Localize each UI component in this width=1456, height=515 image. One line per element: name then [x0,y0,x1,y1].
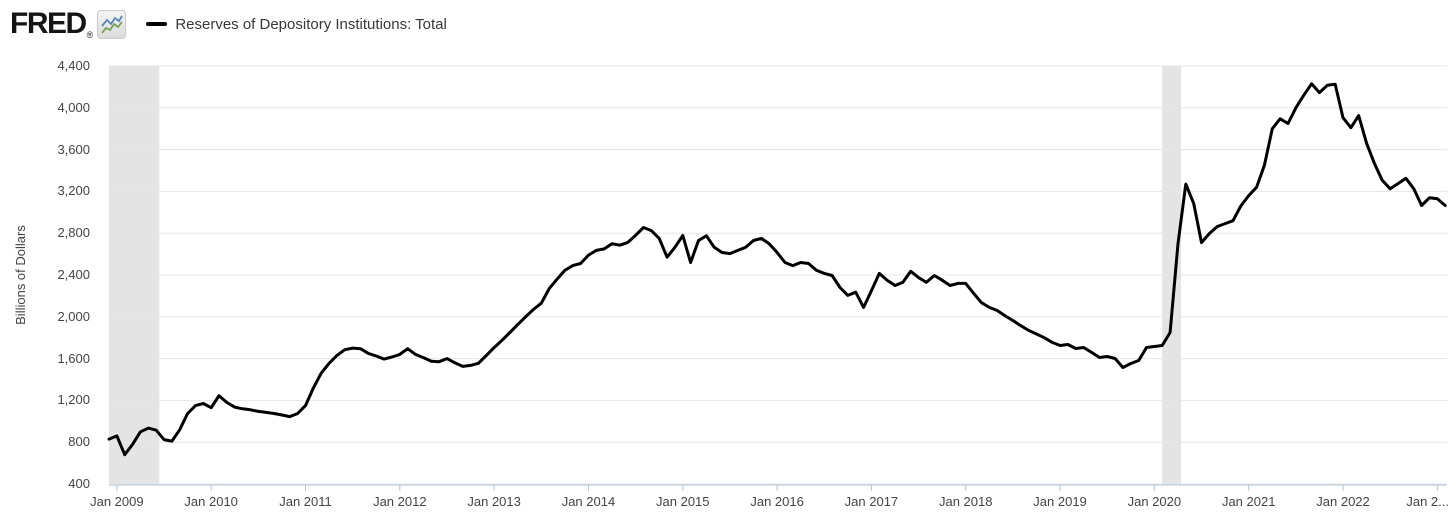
data-line[interactable] [107,82,1447,457]
chart-header: FRED ® Reserves of Depository Institutio… [10,4,447,44]
x-axis-tick-label: Jan 2010 [184,494,238,509]
y-axis-tick-label: 2,800 [57,225,90,241]
y-axis-tick-label: 2,400 [57,267,90,282]
x-axis-tick-label: Jan 2022 [1316,494,1370,509]
x-axis-tick-label: Jan 2013 [467,494,521,509]
y-axis-tick-label: 3,200 [57,183,90,199]
y-axis-tick-label: 1,600 [57,350,90,366]
x-axis-tick-label: Jan 2019 [1033,494,1087,509]
y-axis-tick-label: 4,000 [57,99,90,115]
x-axis-tick-label: Jan 2009 [90,494,144,509]
x-axis-tick-label: Jan 2015 [656,494,710,509]
y-axis-tick-label: 3,600 [57,141,90,157]
series-title: Reserves of Depository Institutions: Tot… [175,15,447,33]
x-axis-tick-label: Jan 2016 [750,494,804,509]
registered-trademark: ® [86,30,94,40]
fred-logo-chart-icon [97,9,127,39]
x-axis-tick-label: Jan 2011 [279,494,332,509]
x-axis-tick-label: Jan 2017 [844,494,899,509]
x-axis-tick-label: Jan 2020 [1127,494,1182,509]
y-axis-tick-label: 2,000 [57,308,90,324]
fred-logo: FRED [10,7,87,40]
y-axis-tick-label: 800 [68,434,90,450]
legend-line-swatch [146,22,168,26]
y-axis-tick-label: 400 [68,476,90,491]
x-axis-tick-label: Jan 2021 [1221,494,1276,509]
x-axis-tick-label: Jan 2012 [373,494,427,509]
x-axis-tick-label: Jan 2014 [561,494,616,509]
y-axis-tick-label: 4,400 [57,58,90,73]
y-axis-tick-label: 1,200 [57,392,90,408]
x-axis-tick-label: Jan 2018 [938,494,993,509]
x-axis-tick-label: Jan 2... [1406,494,1449,509]
